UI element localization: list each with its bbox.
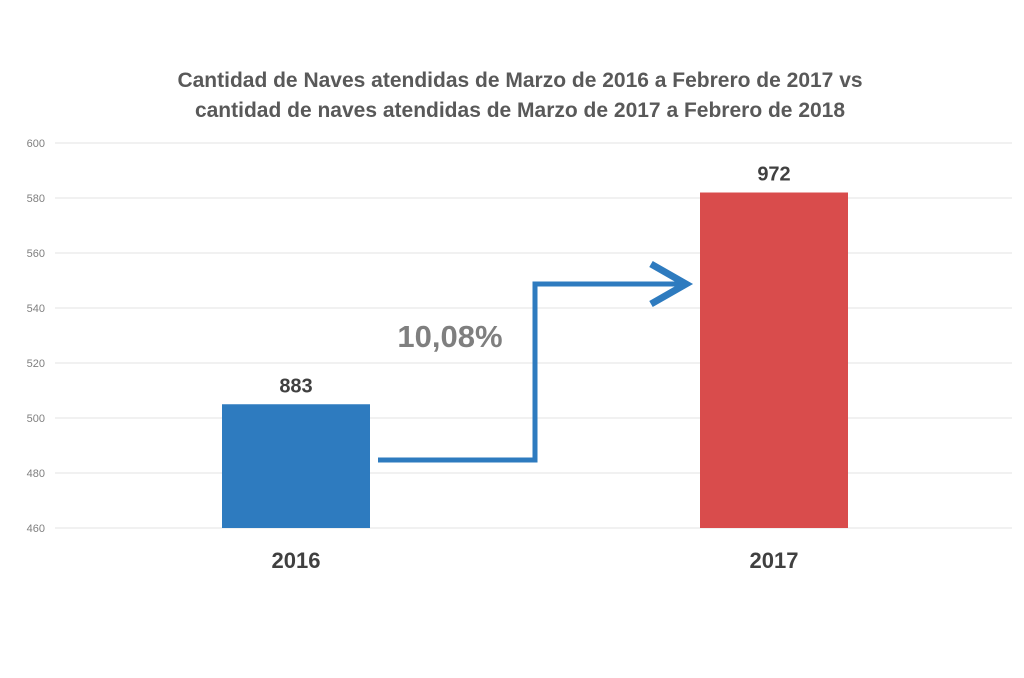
- growth-annotation: 10,08%: [397, 319, 502, 354]
- data-label-2016: 883: [279, 375, 312, 397]
- chart-title-line-2: cantidad de naves atendidas de Marzo de …: [194, 99, 846, 122]
- y-tick-label: 460: [27, 523, 45, 535]
- growth-arrow: [378, 260, 694, 463]
- x-axis: 2016 2017: [272, 548, 799, 573]
- chart-title-line-1: Cantidad de Naves atendidas de Marzo de …: [177, 69, 863, 92]
- x-tick-label-2016: 2016: [272, 548, 321, 573]
- bar-2017: [700, 192, 848, 528]
- data-labels: 883 972: [279, 164, 790, 398]
- y-tick-label: 580: [27, 193, 45, 205]
- gridlines: [55, 142, 1012, 529]
- y-tick-label: 520: [27, 358, 45, 370]
- chart-title: Cantidad de Naves atendidas de Marzo de …: [0, 66, 1024, 126]
- y-tick-label: 600: [27, 138, 45, 150]
- y-tick-label: 540: [27, 303, 45, 315]
- bars: [222, 192, 848, 528]
- y-axis: 460 480 500 520 540 560 580 600: [27, 138, 45, 535]
- x-tick-label-2017: 2017: [750, 548, 799, 573]
- y-tick-label: 560: [27, 248, 45, 260]
- y-tick-label: 480: [27, 468, 45, 480]
- bar-2016: [222, 404, 370, 528]
- data-label-2017: 972: [757, 164, 790, 186]
- y-tick-label: 500: [27, 413, 45, 425]
